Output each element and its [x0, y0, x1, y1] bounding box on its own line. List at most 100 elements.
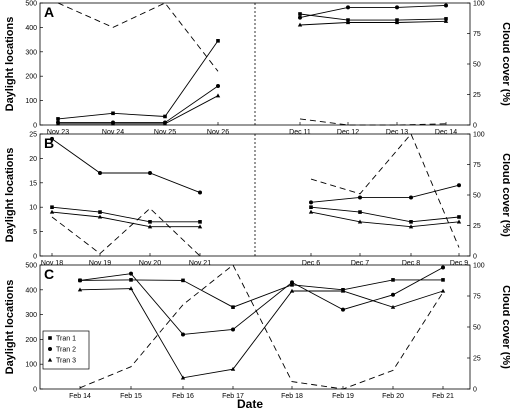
x-tick-label: Feb 17	[222, 393, 244, 400]
data-point-tran-2	[457, 183, 461, 188]
data-point-tran-1	[98, 210, 102, 214]
series-line-tran-1	[57, 40, 219, 120]
y2-tick-label: 100	[473, 263, 485, 270]
series-line-tran-1	[51, 206, 200, 223]
series-line-tran-2	[310, 184, 460, 203]
data-point-tran-1	[346, 18, 350, 22]
cloud-cover-line	[57, 2, 219, 72]
data-point-tran-3	[162, 121, 168, 126]
panel-label: C	[44, 266, 54, 282]
data-point-tran-3	[340, 288, 346, 293]
data-point-tran-1	[148, 220, 152, 224]
cloud-cover-line	[79, 264, 444, 390]
x-tick-label: Dec 6	[302, 260, 320, 267]
plot-frame	[39, 264, 471, 390]
y2-axis-label: Cloud cover (%)	[500, 22, 510, 106]
panel-label: B	[44, 135, 54, 151]
data-point-tran-1	[358, 210, 362, 214]
data-point-tran-1	[111, 111, 115, 116]
data-point-tran-1	[391, 278, 395, 282]
y2-axis-label: Cloud cover (%)	[500, 285, 510, 369]
y-tick-label: 500	[25, 1, 37, 8]
x-tick-label: Dec 13	[386, 129, 408, 136]
data-point-tran-3	[110, 121, 116, 126]
series-line-tran-2	[299, 4, 447, 19]
y-tick-label: 0	[33, 254, 37, 261]
legend: Tran 1 Tran 2 Tran 3	[42, 330, 90, 370]
y2-tick-label: 0	[473, 254, 477, 261]
data-point-tran-2	[129, 271, 133, 276]
legend-entry: Tran 1	[56, 336, 76, 343]
data-point-tran-1	[216, 39, 220, 43]
data-point-tran-1	[309, 205, 313, 209]
y-tick-label: 300	[25, 49, 37, 56]
x-tick-label: Nov 19	[89, 260, 111, 267]
series-line-tran-2	[51, 138, 201, 194]
data-point-tran-2	[50, 136, 54, 141]
data-point-tran-2	[231, 327, 235, 332]
y-axis-label: Daylight locations	[4, 280, 16, 375]
y2-tick-label: 100	[473, 132, 485, 139]
y2-tick-label: 75	[473, 162, 481, 169]
x-tick-label: Nov 21	[189, 260, 211, 267]
data-point-tran-3	[230, 366, 236, 371]
cloud-cover-line	[299, 118, 447, 126]
legend-marker-square	[48, 336, 52, 340]
series-line-tran-3	[310, 211, 460, 228]
y-tick-label: 200	[25, 74, 37, 81]
x-tick-label: Nov 24	[102, 129, 124, 136]
y-tick-label: 400	[25, 287, 37, 294]
panel-b: B 0 5 10 15 20 25 0 25 50 75 100 Daylight locations C…	[4, 132, 510, 268]
cloud-cover-line	[51, 207, 201, 257]
data-point-tran-1	[198, 220, 202, 224]
y2-tick-label: 0	[473, 123, 477, 130]
data-point-tran-3	[77, 287, 83, 292]
data-point-tran-1	[395, 18, 399, 22]
data-point-tran-2	[444, 3, 448, 8]
data-point-tran-2	[298, 15, 302, 20]
y-tick-label: 300	[25, 312, 37, 319]
y2-tick-label: 25	[473, 92, 481, 99]
data-point-tran-3	[440, 288, 446, 293]
y-tick-label: 400	[25, 25, 37, 32]
data-point-tran-2	[341, 307, 345, 312]
data-point-tran-3	[357, 219, 363, 224]
data-point-tran-3	[128, 286, 134, 291]
y-tick-label: 5	[33, 229, 37, 236]
y-tick-label: 20	[29, 156, 37, 163]
y-tick-label: 25	[29, 132, 37, 139]
data-point-tran-1	[56, 117, 60, 121]
data-point-tran-3	[297, 22, 303, 27]
x-tick-label: Feb 19	[332, 393, 354, 400]
x-axis-title: Date	[237, 397, 263, 411]
x-tick-label: Feb 18	[281, 393, 303, 400]
data-point-tran-2	[148, 171, 152, 176]
data-point-tran-1	[231, 305, 235, 309]
series-line-tran-3	[79, 288, 444, 379]
data-point-tran-1	[298, 12, 302, 16]
data-point-tran-1	[457, 215, 461, 219]
legend-marker-circle	[48, 347, 52, 351]
data-point-tran-2	[395, 5, 399, 10]
x-tick-label: Feb 21	[432, 393, 454, 400]
y-tick-label: 500	[25, 263, 37, 270]
data-point-tran-3	[408, 224, 414, 229]
x-tick-label: Nov 18	[41, 260, 63, 267]
data-point-tran-2	[391, 292, 395, 297]
data-point-tran-3	[49, 209, 55, 214]
data-point-tran-3	[180, 375, 186, 380]
x-tick-label: Dec 11	[289, 129, 311, 136]
series-line-tran-3	[299, 20, 447, 26]
x-tick-label: Feb 15	[120, 393, 142, 400]
x-tick-label: Dec 7	[351, 260, 369, 267]
x-tick-label: Dec 14	[435, 129, 457, 136]
y2-tick-label: 50	[473, 62, 481, 69]
y-axis-label: Daylight locations	[4, 17, 16, 112]
x-tick-label: Nov 23	[47, 129, 69, 136]
panel-c: C 0 100 200 300 400 500 0 25 50 75 100 Daylight loca…	[4, 263, 510, 401]
series-line-tran-1	[79, 279, 443, 308]
data-point-tran-2	[358, 195, 362, 200]
data-point-tran-2	[309, 200, 313, 205]
data-point-tran-2	[181, 332, 185, 337]
